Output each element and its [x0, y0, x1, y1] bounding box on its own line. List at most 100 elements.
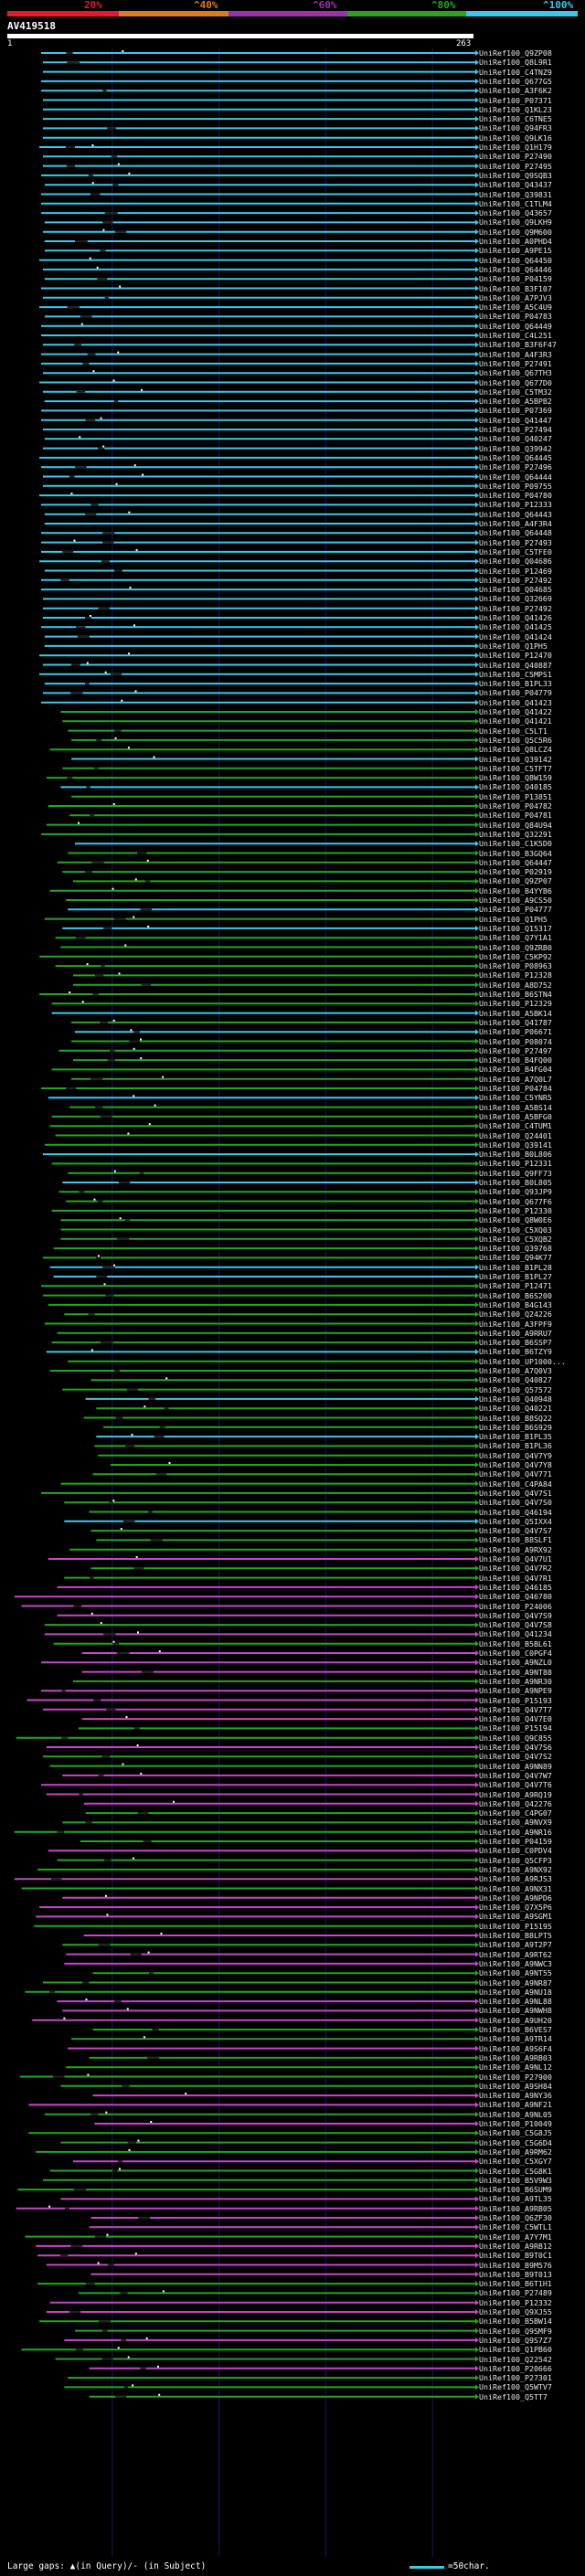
hit-label[interactable]: UniRef100_P15195 — [479, 1921, 552, 1931]
hit-label[interactable]: UniRef100_C4TUM1 — [479, 1121, 552, 1131]
hit-label[interactable]: UniRef100_P27489 — [479, 2288, 552, 2298]
hit-label[interactable]: UniRef100_P27301 — [479, 2373, 552, 2383]
hit-label[interactable]: UniRef100_Q9LK16 — [479, 133, 552, 143]
hit-label[interactable]: UniRef100_A9NR30 — [479, 1676, 552, 1686]
hit-label[interactable]: UniRef100_P04159 — [479, 274, 552, 284]
hit-label[interactable]: UniRef100_C1K5D0 — [479, 839, 552, 849]
hit-label[interactable]: UniRef100_Q1H179 — [479, 143, 552, 152]
hit-label[interactable]: UniRef100_A9RB05 — [479, 2203, 552, 2213]
hit-label[interactable]: UniRef100_A4F3R3 — [479, 349, 552, 359]
hit-label[interactable]: UniRef100_Q64448 — [479, 528, 552, 538]
hit-label[interactable]: UniRef100_A9NR87 — [479, 1977, 552, 1988]
hit-label[interactable]: UniRef100_C4PA84 — [479, 1479, 552, 1489]
hit-label[interactable]: UniRef100_A9T2P7 — [479, 1940, 552, 1950]
hit-label[interactable]: UniRef100_P07371 — [479, 95, 552, 105]
hit-label[interactable]: UniRef100_C5KP92 — [479, 951, 552, 961]
hit-label[interactable]: UniRef100_Q9ZP07 — [479, 876, 552, 886]
hit-label[interactable]: UniRef100_Q4V7S2 — [479, 1752, 552, 1762]
hit-label[interactable]: UniRef100_P09755 — [479, 481, 552, 491]
hit-label[interactable]: UniRef100_Q40221 — [479, 1404, 552, 1414]
hit-label[interactable]: UniRef100_Q39142 — [479, 754, 552, 764]
hit-label[interactable]: UniRef100_C5MPS1 — [479, 669, 552, 679]
hit-label[interactable]: UniRef100_P08963 — [479, 961, 552, 971]
hit-label[interactable]: UniRef100_B5BW14 — [479, 2316, 552, 2327]
hit-label[interactable]: UniRef100_Q4V7S1 — [479, 1488, 552, 1498]
hit-label[interactable]: UniRef100_Q5WTV7 — [479, 2382, 552, 2392]
hit-label[interactable]: UniRef100_C0PDV4 — [479, 1846, 552, 1856]
hit-label[interactable]: UniRef100_A9NT55 — [479, 1968, 552, 1978]
hit-label[interactable]: UniRef100_Q4V7S0 — [479, 1498, 552, 1508]
hit-label[interactable]: UniRef100_Q8L9R1 — [479, 58, 552, 68]
hit-label[interactable]: UniRef100_P20666 — [479, 2363, 552, 2373]
hit-label[interactable]: UniRef100_P27492 — [479, 603, 552, 613]
hit-label[interactable]: UniRef100_Q4V7W7 — [479, 1770, 552, 1780]
hit-label[interactable]: UniRef100_Q04686 — [479, 557, 552, 567]
hit-label[interactable]: UniRef100_Q7X5P6 — [479, 1903, 552, 1913]
hit-label[interactable]: UniRef100_A9NR16 — [479, 1827, 552, 1837]
hit-label[interactable]: UniRef100_B6VES7 — [479, 2025, 552, 2034]
hit-label[interactable]: UniRef100_P10049 — [479, 2119, 552, 2128]
hit-label[interactable]: UniRef100_P12471 — [479, 1281, 552, 1291]
hit-label[interactable]: UniRef100_A3FPF9 — [479, 1319, 552, 1329]
hit-label[interactable]: UniRef100_Q41425 — [479, 622, 552, 632]
hit-label[interactable]: UniRef100_Q1KL23 — [479, 104, 552, 114]
hit-label[interactable]: UniRef100_Q40827 — [479, 1375, 552, 1385]
hit-label[interactable]: UniRef100_Q677D0 — [479, 377, 552, 387]
hit-label[interactable]: UniRef100_Q5C5R6 — [479, 735, 552, 745]
hit-label[interactable]: UniRef100_B0L806 — [479, 1150, 552, 1160]
hit-label[interactable]: UniRef100_A9CS50 — [479, 896, 552, 905]
hit-label[interactable]: UniRef100_B6T1H1 — [479, 2279, 552, 2289]
hit-label[interactable]: UniRef100_Q9ZP08 — [479, 48, 552, 58]
hit-label[interactable]: UniRef100_Q39942 — [479, 443, 552, 453]
hit-label[interactable]: UniRef100_Q41447 — [479, 415, 552, 425]
hit-label[interactable]: UniRef100_Q40948 — [479, 1394, 552, 1404]
hit-label[interactable]: UniRef100_A9RM62 — [479, 2147, 552, 2157]
hit-label[interactable]: UniRef100_Q64443 — [479, 509, 552, 519]
hit-label[interactable]: UniRef100_A9SH84 — [479, 2081, 552, 2091]
hit-label[interactable]: UniRef100_P27900 — [479, 2072, 552, 2082]
hit-label[interactable]: UniRef100_Q4V7S9 — [479, 1610, 552, 1620]
hit-label[interactable]: UniRef100_P04783 — [479, 312, 552, 322]
hit-label[interactable]: UniRef100_Q64449 — [479, 321, 552, 331]
hit-label[interactable]: UniRef100_C4PG07 — [479, 1808, 552, 1818]
hit-label[interactable]: UniRef100_Q41423 — [479, 697, 552, 707]
hit-label[interactable]: UniRef100_Q04685 — [479, 585, 552, 595]
hit-label[interactable]: UniRef100_P06671 — [479, 1027, 552, 1037]
hit-label[interactable]: UniRef100_Q41421 — [479, 716, 552, 726]
hit-label[interactable]: UniRef100_Q4V7R2 — [479, 1564, 552, 1574]
hit-label[interactable]: UniRef100_P27492 — [479, 575, 552, 585]
hit-label[interactable]: UniRef100_B1PL27 — [479, 1272, 552, 1281]
hit-label[interactable]: UniRef100_B1PL33 — [479, 679, 552, 689]
hit-label[interactable]: UniRef100_C5TFE0 — [479, 546, 552, 557]
hit-label[interactable]: UniRef100_Q9ZRB0 — [479, 942, 552, 952]
hit-label[interactable]: UniRef100_Q8LCZ4 — [479, 745, 552, 755]
hit-label[interactable]: UniRef100_C6TNE5 — [479, 114, 552, 124]
hit-label[interactable]: UniRef100_Q40247 — [479, 434, 552, 444]
hit-label[interactable]: UniRef100_Q4V771 — [479, 1469, 552, 1479]
hit-label[interactable]: UniRef100_A5BPB2 — [479, 397, 552, 407]
hit-label[interactable]: UniRef100_A9RJS3 — [479, 1874, 552, 1884]
hit-label[interactable]: UniRef100_P24006 — [479, 1601, 552, 1611]
hit-label[interactable]: UniRef100_A0PHD4 — [479, 237, 552, 246]
hit-label[interactable]: UniRef100_Q64446 — [479, 264, 552, 274]
hit-label[interactable]: UniRef100_B8LPT5 — [479, 1931, 552, 1940]
hit-label[interactable]: UniRef100_Q677F6 — [479, 1196, 552, 1206]
hit-label[interactable]: UniRef100_Q94K77 — [479, 1253, 552, 1263]
hit-label[interactable]: UniRef100_P04777 — [479, 905, 552, 915]
hit-label[interactable]: UniRef100_P04780 — [479, 491, 552, 501]
hit-label[interactable]: UniRef100_A9NL12 — [479, 2062, 552, 2072]
hit-label[interactable]: UniRef100_A9PE15 — [479, 246, 552, 256]
hit-label[interactable]: UniRef100_Q5CFP3 — [479, 1855, 552, 1865]
hit-label[interactable]: UniRef100_Q39768 — [479, 1244, 552, 1254]
hit-label[interactable]: UniRef100_Q1PB60 — [479, 2345, 552, 2355]
hit-label[interactable]: UniRef100_P12332 — [479, 2297, 552, 2307]
hit-label[interactable]: UniRef100_P27494 — [479, 425, 552, 434]
hit-label[interactable]: UniRef100_Q4V7R1 — [479, 1573, 552, 1583]
hit-label[interactable]: UniRef100_Q24226 — [479, 1309, 552, 1320]
hit-label[interactable]: UniRef100_Q9S7Z7 — [479, 2335, 552, 2345]
hit-label[interactable]: UniRef100_A9NWH8 — [479, 2006, 552, 2016]
hit-label[interactable]: UniRef100_Q64445 — [479, 452, 552, 462]
hit-label[interactable]: UniRef100_B6SSP7 — [479, 1338, 552, 1348]
hit-label[interactable]: UniRef100_Q4V7Y9 — [479, 1450, 552, 1460]
hit-label[interactable]: UniRef100_P04159 — [479, 1837, 552, 1846]
